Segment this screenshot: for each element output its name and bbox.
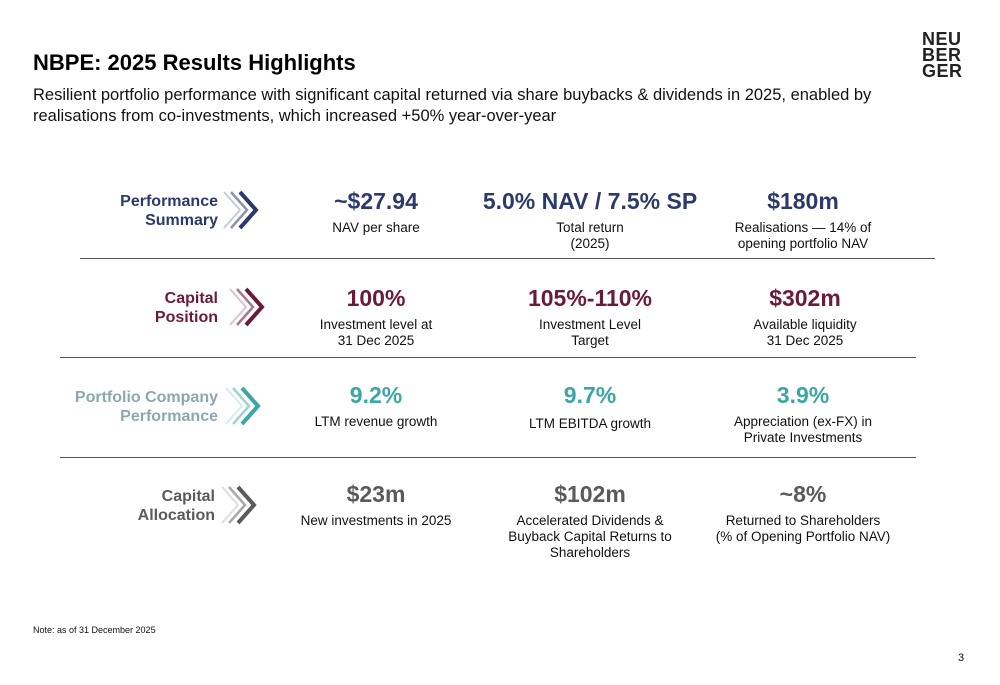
metric-description: Accelerated Dividends & Buyback Capital … — [508, 513, 672, 560]
metric-description: Investment level at 31 Dec 2025 — [319, 317, 433, 348]
row-label: Performance Summary — [120, 192, 218, 230]
row-label-line: Performance — [120, 193, 218, 210]
metric-description: NAV per share — [332, 220, 420, 235]
page-number: 3 — [958, 652, 965, 664]
metric-total-return: 5.0% NAV / 7.5% SP Total return (2025) — [470, 188, 710, 252]
chevron-right-icon — [229, 287, 265, 327]
page-title: NBPE: 2025 Results Highlights — [33, 50, 356, 75]
metric-available-liquidity: $302m Available liquidity 31 Dec 2025 — [695, 285, 915, 349]
logo-line: NEU — [922, 29, 962, 49]
metric-description: LTM EBITDA growth — [528, 416, 652, 431]
row-divider — [60, 457, 916, 458]
metric-description: New investments in 2025 — [300, 513, 452, 528]
metric-realisations: $180m Realisations — 14% of opening portf… — [693, 188, 913, 252]
metric-returned-to-shareholders: ~8% Returned to Shareholders (% of Openi… — [693, 481, 913, 545]
metric-description: LTM revenue growth — [314, 414, 438, 429]
metric-value: 100% — [346, 285, 406, 311]
metric-investment-target: 105%-110% Investment Level Target — [480, 285, 700, 349]
metric-value: $23m — [346, 481, 406, 507]
row-label: Portfolio Company Performance — [75, 388, 218, 426]
brand-logo: NEU BER GER — [922, 29, 974, 81]
row-label: Capital Allocation — [138, 487, 215, 525]
chevron-right-icon — [225, 386, 261, 426]
metric-value: 9.2% — [349, 382, 403, 408]
metric-value: $102m — [554, 481, 626, 507]
row-divider — [60, 357, 916, 358]
metric-description: Total return (2025) — [556, 220, 624, 251]
page-subtitle: Resilient portfolio performance with sig… — [33, 86, 872, 125]
footnote: Note: as of 31 December 2025 — [33, 625, 156, 635]
metric-value: $302m — [769, 285, 841, 311]
row-label-line: Allocation — [137, 507, 215, 524]
chevron-right-icon — [221, 485, 257, 525]
row-label: Capital Position — [155, 289, 218, 327]
metric-description: Realisations — 14% of opening portfolio N… — [734, 220, 872, 251]
row-label-line: Performance — [120, 408, 218, 425]
metric-description: Appreciation (ex-FX) in Private Investmen… — [733, 414, 873, 445]
metric-description: Investment Level Target — [538, 317, 642, 348]
metric-investment-level: 100% Investment level at 31 Dec 2025 — [266, 285, 486, 349]
metric-description: Available liquidity 31 Dec 2025 — [753, 317, 857, 348]
metric-ltm-revenue-growth: 9.2% LTM revenue growth — [266, 382, 486, 430]
row-label-line: Capital — [161, 488, 215, 505]
metric-value: $180m — [767, 188, 839, 214]
row-divider — [80, 258, 935, 259]
logo-line: BER — [922, 45, 962, 65]
metric-new-investments: $23m New investments in 2025 — [266, 481, 486, 529]
metric-value: ~8% — [779, 481, 827, 507]
logo-line: GER — [922, 61, 963, 81]
metric-ltm-ebitda-growth: 9.7% LTM EBITDA growth — [480, 382, 700, 432]
row-label-line: Capital — [164, 290, 218, 307]
row-label-line: Position — [154, 309, 218, 326]
metric-nav-per-share: ~$27.94 NAV per share — [266, 188, 486, 236]
chevron-right-icon — [223, 190, 259, 230]
row-label-line: Portfolio Company — [74, 389, 218, 406]
metric-value: ~$27.94 — [334, 188, 418, 214]
metric-value: 9.7% — [563, 382, 617, 408]
row-label-line: Summary — [145, 212, 218, 229]
metric-value: 105%-110% — [527, 285, 653, 311]
metric-value: 5.0% NAV / 7.5% SP — [482, 188, 698, 214]
metric-value: 3.9% — [776, 382, 830, 408]
metric-appreciation: 3.9% Appreciation (ex-FX) in Private Inve… — [693, 382, 913, 446]
metric-capital-returns: $102m Accelerated Dividends & Buyback Ca… — [480, 481, 700, 561]
metric-description: Returned to Shareholders (% of Opening P… — [715, 513, 891, 544]
